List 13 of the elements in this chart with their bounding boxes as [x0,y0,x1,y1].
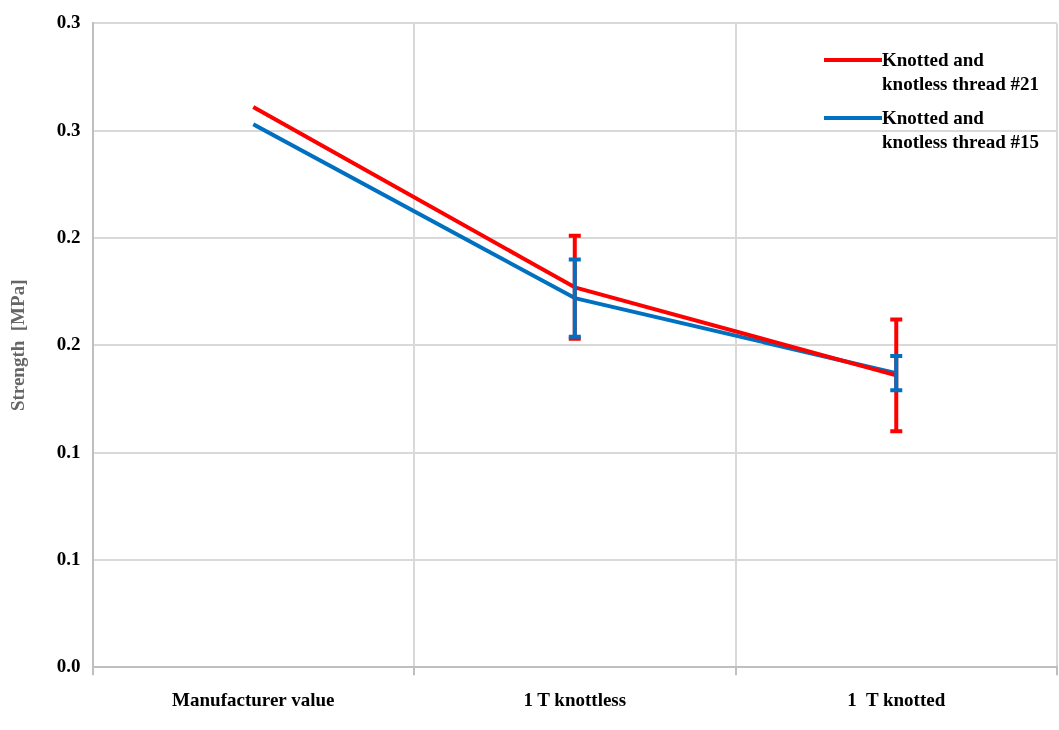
x-tick-label: 1 T knotted [847,688,946,710]
y-tick-label: 0.0 [56,655,81,677]
x-tick-label: Manufacturer value [172,688,335,710]
y-tick-label: 0.1 [56,547,81,569]
legend-label: Knotted and knotless thread #21 [882,48,1040,97]
legend-label: Knotted and knotless thread #15 [882,106,1040,155]
y-tick-label: 0.1 [56,440,81,462]
y-tick-label: 0.2 [56,333,81,355]
y-axis-title: Strength [MPa] [7,279,29,412]
y-tick-label: 0.3 [56,118,81,140]
y-tick-label: 0.3 [56,11,81,33]
x-tick-label: 1 T knottless [523,688,627,710]
y-tick-label: 0.2 [56,225,81,247]
